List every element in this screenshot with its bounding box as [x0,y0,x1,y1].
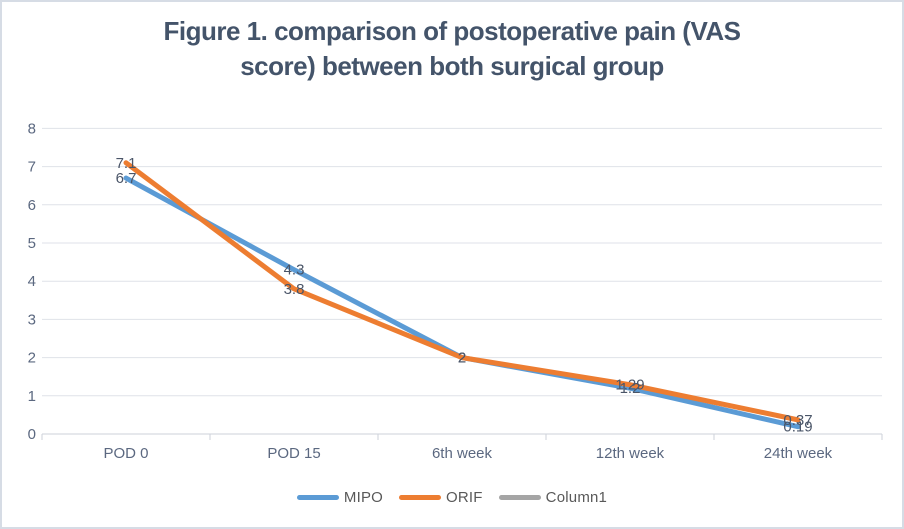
data-label-mipo: 2 [458,350,466,367]
data-label-orif: 2 [458,350,466,367]
y-axis-label: 8 [28,120,36,137]
y-axis-label: 5 [28,235,36,252]
legend-swatch-mipo [296,495,339,500]
x-axis-label: 12th week [596,445,665,462]
data-label-mipo: 1.2 [620,380,641,397]
data-label-mipo: 6.7 [116,170,137,187]
legend-swatch-column1 [498,495,541,500]
y-axis-label: 0 [28,426,36,443]
legend-item-mipo[interactable]: MIPO [296,489,384,506]
y-axis-label: 2 [28,350,36,367]
legend-item-orif[interactable]: ORIF [399,489,483,506]
legend-label: ORIF [446,489,483,506]
data-label-mipo: 0.19 [783,419,812,436]
data-label-mipo: 4.3 [284,262,305,279]
legend-item-column1[interactable]: Column1 [498,489,608,506]
series-line-mipo[interactable] [123,175,801,430]
x-axis-label: POD 15 [267,445,320,462]
data-label-orif: 7.1 [116,155,137,172]
legend-label: Column1 [545,489,608,506]
chart-legend: MIPO ORIF Column1 [2,489,902,506]
y-axis-label: 3 [28,311,36,328]
legend-label: MIPO [343,489,384,506]
x-axis-label: 6th week [432,445,493,462]
y-axis-label: 7 [28,159,36,176]
x-axis-label: POD 0 [103,445,148,462]
data-label-orif: 1.29 [615,377,644,394]
y-axis-label: 6 [28,197,36,214]
y-axis-label: 1 [28,388,36,405]
legend-swatch-orif [399,495,442,500]
series-line-orif[interactable] [123,160,801,423]
data-label-orif: 3.8 [284,281,305,298]
data-label-orif: 0.37 [783,412,812,429]
y-axis-label: 4 [28,273,36,290]
x-axis-label: 24th week [764,445,833,462]
